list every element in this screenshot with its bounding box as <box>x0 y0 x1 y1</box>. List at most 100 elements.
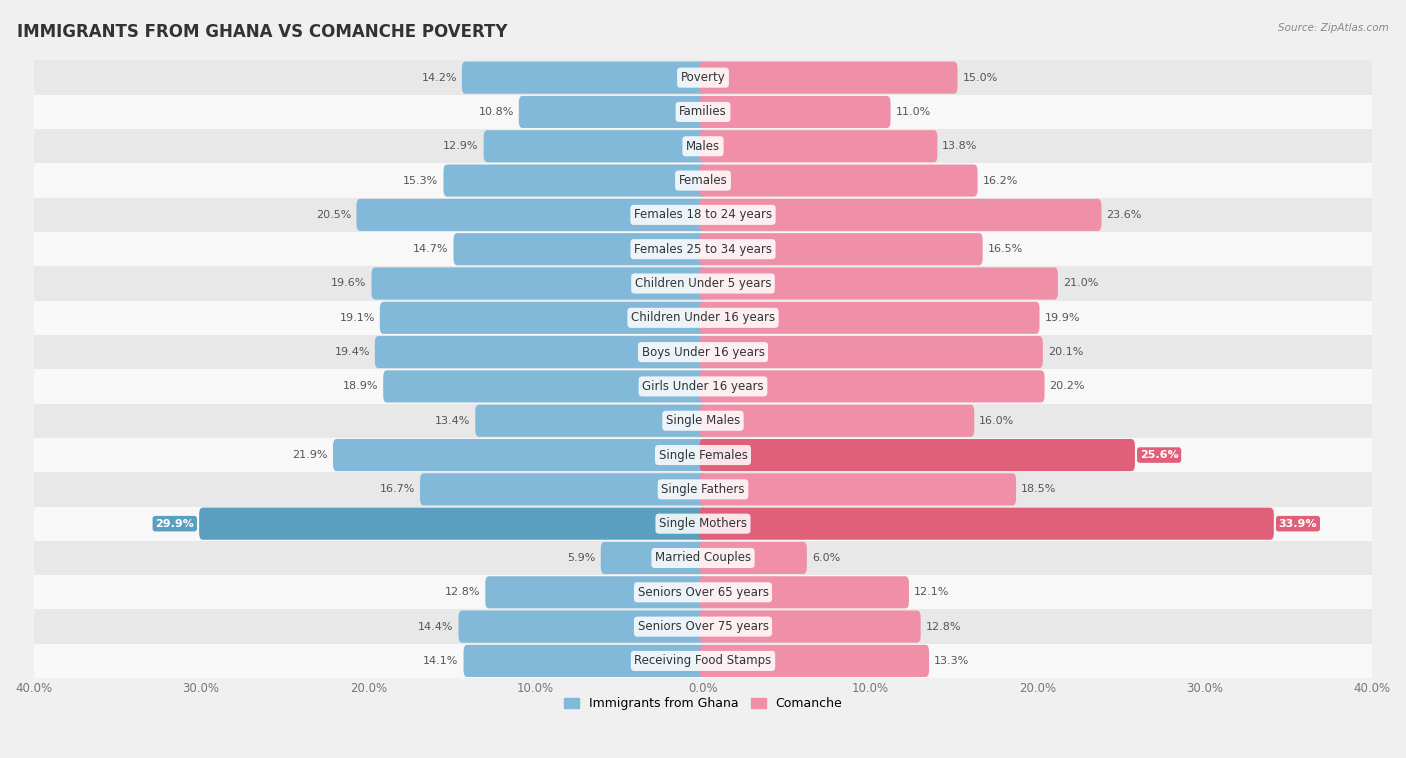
Text: 18.5%: 18.5% <box>1021 484 1056 494</box>
Text: 15.3%: 15.3% <box>404 176 439 186</box>
Text: Married Couples: Married Couples <box>655 552 751 565</box>
FancyBboxPatch shape <box>0 164 1406 198</box>
Text: 5.9%: 5.9% <box>568 553 596 563</box>
FancyBboxPatch shape <box>0 198 1406 232</box>
FancyBboxPatch shape <box>485 576 706 609</box>
FancyBboxPatch shape <box>443 164 706 196</box>
Text: 16.7%: 16.7% <box>380 484 415 494</box>
FancyBboxPatch shape <box>0 301 1406 335</box>
Text: Males: Males <box>686 139 720 153</box>
Text: Boys Under 16 years: Boys Under 16 years <box>641 346 765 359</box>
FancyBboxPatch shape <box>700 542 807 574</box>
FancyBboxPatch shape <box>0 609 1406 644</box>
FancyBboxPatch shape <box>333 439 706 471</box>
FancyBboxPatch shape <box>700 371 1045 402</box>
FancyBboxPatch shape <box>0 335 1406 369</box>
Legend: Immigrants from Ghana, Comanche: Immigrants from Ghana, Comanche <box>558 692 848 715</box>
FancyBboxPatch shape <box>0 129 1406 164</box>
FancyBboxPatch shape <box>700 508 1274 540</box>
Text: Source: ZipAtlas.com: Source: ZipAtlas.com <box>1278 23 1389 33</box>
Text: Receiving Food Stamps: Receiving Food Stamps <box>634 654 772 667</box>
Text: 19.1%: 19.1% <box>340 313 375 323</box>
FancyBboxPatch shape <box>700 473 1017 506</box>
Text: Single Mothers: Single Mothers <box>659 517 747 530</box>
Text: Girls Under 16 years: Girls Under 16 years <box>643 380 763 393</box>
Text: Seniors Over 75 years: Seniors Over 75 years <box>637 620 769 633</box>
Text: 19.4%: 19.4% <box>335 347 370 357</box>
Text: 12.8%: 12.8% <box>925 622 962 631</box>
FancyBboxPatch shape <box>357 199 706 231</box>
Text: 14.4%: 14.4% <box>418 622 454 631</box>
FancyBboxPatch shape <box>454 233 706 265</box>
Text: 12.9%: 12.9% <box>443 141 478 152</box>
FancyBboxPatch shape <box>420 473 706 506</box>
FancyBboxPatch shape <box>0 644 1406 678</box>
FancyBboxPatch shape <box>484 130 706 162</box>
FancyBboxPatch shape <box>461 61 706 94</box>
Text: 29.9%: 29.9% <box>155 518 194 528</box>
Text: 15.0%: 15.0% <box>963 73 998 83</box>
Text: 14.1%: 14.1% <box>423 656 458 666</box>
FancyBboxPatch shape <box>600 542 706 574</box>
FancyBboxPatch shape <box>0 506 1406 540</box>
Text: 6.0%: 6.0% <box>811 553 839 563</box>
Text: 25.6%: 25.6% <box>1140 450 1178 460</box>
Text: 13.3%: 13.3% <box>934 656 969 666</box>
FancyBboxPatch shape <box>0 232 1406 266</box>
Text: 13.8%: 13.8% <box>942 141 977 152</box>
Text: 20.5%: 20.5% <box>316 210 352 220</box>
Text: 16.0%: 16.0% <box>979 415 1014 426</box>
Text: Families: Families <box>679 105 727 118</box>
Text: 11.0%: 11.0% <box>896 107 931 117</box>
Text: 14.7%: 14.7% <box>413 244 449 254</box>
Text: Females 25 to 34 years: Females 25 to 34 years <box>634 243 772 255</box>
FancyBboxPatch shape <box>700 199 1101 231</box>
FancyBboxPatch shape <box>700 405 974 437</box>
FancyBboxPatch shape <box>464 645 706 677</box>
Text: 23.6%: 23.6% <box>1107 210 1142 220</box>
Text: 20.1%: 20.1% <box>1047 347 1083 357</box>
FancyBboxPatch shape <box>375 336 706 368</box>
FancyBboxPatch shape <box>0 369 1406 403</box>
Text: IMMIGRANTS FROM GHANA VS COMANCHE POVERTY: IMMIGRANTS FROM GHANA VS COMANCHE POVERT… <box>17 23 508 41</box>
FancyBboxPatch shape <box>700 61 957 94</box>
FancyBboxPatch shape <box>0 95 1406 129</box>
FancyBboxPatch shape <box>0 403 1406 438</box>
FancyBboxPatch shape <box>458 610 706 643</box>
FancyBboxPatch shape <box>700 233 983 265</box>
FancyBboxPatch shape <box>0 472 1406 506</box>
Text: Females: Females <box>679 174 727 187</box>
FancyBboxPatch shape <box>0 61 1406 95</box>
FancyBboxPatch shape <box>380 302 706 334</box>
Text: 13.4%: 13.4% <box>434 415 471 426</box>
Text: Children Under 5 years: Children Under 5 years <box>634 277 772 290</box>
Text: 33.9%: 33.9% <box>1278 518 1317 528</box>
Text: 16.5%: 16.5% <box>987 244 1022 254</box>
Text: Single Males: Single Males <box>666 414 740 428</box>
FancyBboxPatch shape <box>200 508 706 540</box>
Text: 10.8%: 10.8% <box>478 107 513 117</box>
FancyBboxPatch shape <box>0 575 1406 609</box>
FancyBboxPatch shape <box>700 576 910 609</box>
FancyBboxPatch shape <box>700 610 921 643</box>
Text: 21.9%: 21.9% <box>292 450 328 460</box>
Text: 19.9%: 19.9% <box>1045 313 1080 323</box>
FancyBboxPatch shape <box>700 302 1039 334</box>
FancyBboxPatch shape <box>384 371 706 402</box>
FancyBboxPatch shape <box>700 130 938 162</box>
FancyBboxPatch shape <box>0 540 1406 575</box>
Text: 21.0%: 21.0% <box>1063 278 1098 289</box>
FancyBboxPatch shape <box>700 439 1135 471</box>
FancyBboxPatch shape <box>700 645 929 677</box>
Text: 12.8%: 12.8% <box>444 587 481 597</box>
FancyBboxPatch shape <box>700 336 1043 368</box>
Text: 20.2%: 20.2% <box>1049 381 1085 391</box>
Text: 18.9%: 18.9% <box>343 381 378 391</box>
Text: 14.2%: 14.2% <box>422 73 457 83</box>
FancyBboxPatch shape <box>700 96 890 128</box>
FancyBboxPatch shape <box>475 405 706 437</box>
FancyBboxPatch shape <box>0 438 1406 472</box>
FancyBboxPatch shape <box>700 268 1057 299</box>
Text: 19.6%: 19.6% <box>332 278 367 289</box>
Text: Females 18 to 24 years: Females 18 to 24 years <box>634 208 772 221</box>
